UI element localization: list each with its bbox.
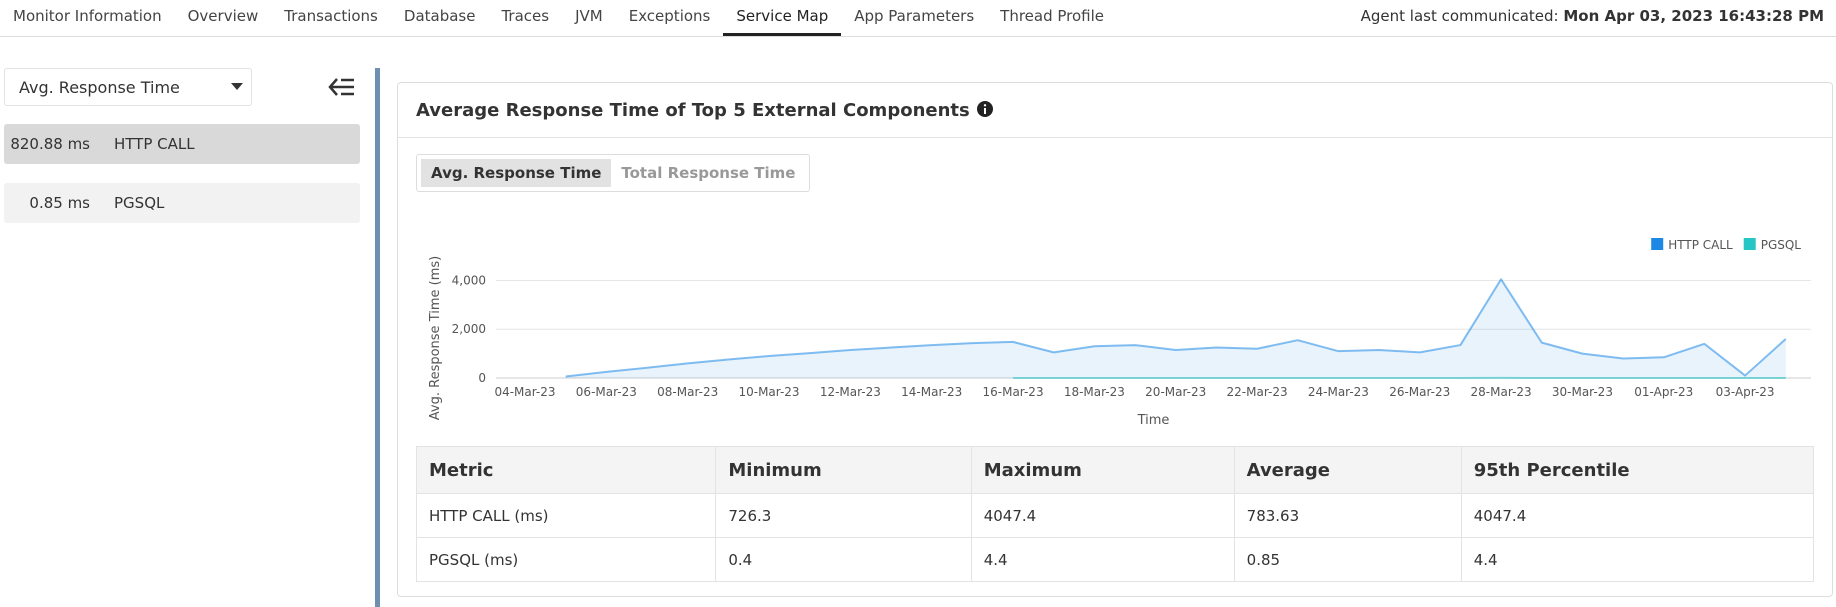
nav-tab[interactable]: JVM: [575, 7, 603, 25]
x-tick-label: 03-Apr-23: [1716, 385, 1775, 399]
x-tick-label: 08-Mar-23: [657, 385, 718, 399]
collapse-icon[interactable]: [328, 76, 356, 98]
table-row: PGSQL (ms) 0.4 4.4 0.85 4.4: [415, 537, 1815, 582]
header-cell: Metric: [415, 446, 717, 494]
x-tick-label: 30-Mar-23: [1552, 385, 1613, 399]
chart: 0 2,000 4,000 04-Mar-23 06-Mar-23 08-Mar-23 10…: [428, 238, 1811, 428]
table-cell: 726.3: [715, 493, 972, 538]
x-tick-label: 14-Mar-23: [901, 385, 962, 399]
stats-table: Metric Minimum Maximum Average 95th Percenti…: [415, 446, 1815, 582]
nav-tab[interactable]: Exceptions: [628, 7, 711, 25]
item-value: 0.85 ms: [29, 194, 90, 212]
series-line: [565, 278, 1787, 378]
x-tick-label: 10-Mar-23: [738, 385, 799, 399]
panel-title: Average Response Time of Top 5 External …: [416, 98, 994, 124]
table-cell: 0.4: [715, 537, 972, 582]
panel: [397, 82, 1833, 597]
nav-tab[interactable]: Monitor Information: [13, 7, 162, 25]
x-tick-label: 01-Apr-23: [1634, 385, 1693, 399]
dropdown-label: Avg. Response Time: [19, 78, 180, 97]
nav-tab[interactable]: Service Map: [723, 0, 842, 36]
y-tick-label: 2,000: [452, 322, 486, 336]
toggle-button[interactable]: Total Response Time: [621, 164, 796, 182]
table-cell: HTTP CALL (ms): [415, 493, 717, 538]
header-cell: Minimum: [715, 446, 972, 494]
x-tick-label: 20-Mar-23: [1145, 385, 1206, 399]
table-cell: 0.85: [1233, 537, 1462, 582]
y-tick-label: 0: [478, 371, 486, 385]
toggle-group: Avg. Response Time Total Response Time: [416, 154, 811, 192]
x-tick-label: 26-Mar-23: [1389, 385, 1450, 399]
toggle-button[interactable]: Avg. Response Time: [421, 159, 612, 187]
legend-swatch: [1651, 238, 1664, 250]
x-tick-label: 06-Mar-23: [576, 385, 637, 399]
x-tick-label: 22-Mar-23: [1227, 385, 1288, 399]
nav-tab[interactable]: Thread Profile: [1000, 7, 1105, 25]
table-cell: 4.4: [1460, 537, 1815, 582]
x-axis-title: Time: [1137, 413, 1170, 428]
separator: [398, 137, 1832, 138]
divider: [375, 68, 380, 607]
legend-swatch: [1743, 238, 1756, 250]
header-cell: Average: [1233, 446, 1462, 494]
nav-tab[interactable]: Traces: [501, 7, 550, 25]
x-tick-label: 28-Mar-23: [1471, 385, 1532, 399]
agent-label: Agent last communicated:: [1360, 7, 1559, 25]
x-tick-label: 24-Mar-23: [1308, 385, 1369, 399]
table-cell: 4047.4: [1460, 493, 1815, 538]
header-row: Metric Minimum Maximum Average 95th Percenti…: [415, 446, 1815, 494]
nav-tab[interactable]: Transactions: [284, 7, 378, 25]
nav-tab[interactable]: Database: [403, 7, 476, 25]
x-tick-label: 04-Mar-23: [494, 385, 555, 399]
x-tick-label: 12-Mar-23: [820, 385, 881, 399]
panel-title-text: Average Response Time of Top 5 External …: [416, 100, 970, 121]
nav-bar: Monitor Information Overview Transactions D…: [0, 0, 1836, 37]
sidebar-item[interactable]: 820.88 ms HTTP CALL: [4, 124, 360, 164]
table-cell: 4047.4: [970, 493, 1235, 538]
item-name: HTTP CALL: [114, 135, 195, 153]
nav-tab[interactable]: Overview: [187, 7, 259, 25]
header-cell: 95th Percentile: [1460, 446, 1815, 494]
table-cell: PGSQL (ms): [415, 537, 717, 582]
y-axis-title: Avg. Response Time (ms): [428, 256, 443, 420]
info-icon[interactable]: [976, 100, 994, 118]
metric-dropdown[interactable]: Avg. Response Time: [4, 68, 252, 106]
series-area: [565, 279, 1786, 378]
item-value: 820.88 ms: [10, 135, 90, 153]
legend-label: PGSQL: [1761, 238, 1802, 252]
nav-tab[interactable]: App Parameters: [854, 7, 975, 25]
agent-time: Mon Apr 03, 2023 16:43:28 PM: [1563, 7, 1824, 25]
legend-label: HTTP CALL: [1668, 238, 1733, 252]
y-tick-label: 4,000: [452, 273, 486, 287]
item-name: PGSQL: [114, 194, 165, 212]
table-row: HTTP CALL (ms) 726.3 4047.4 783.63 4047.4: [415, 493, 1815, 538]
table-cell: 783.63: [1233, 493, 1462, 538]
sidebar-item[interactable]: 0.85 ms PGSQL: [4, 183, 360, 223]
x-tick-label: 16-Mar-23: [983, 385, 1044, 399]
agent-status: Agent last communicated: Mon Apr 03, 202…: [1361, 0, 1824, 32]
header-cell: Maximum: [970, 446, 1235, 494]
x-tick-label: 18-Mar-23: [1064, 385, 1125, 399]
caret: [231, 83, 243, 90]
table-cell: 4.4: [970, 537, 1235, 582]
